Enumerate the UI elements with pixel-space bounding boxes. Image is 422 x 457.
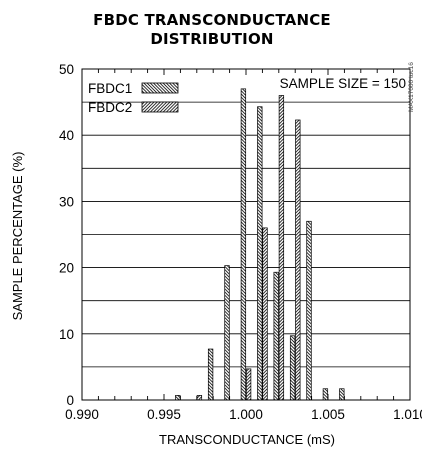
bar-fbdc1-0.998	[207, 348, 214, 401]
legend-label-fbdc1: FBDC1	[88, 81, 132, 96]
axis-ticks	[81, 69, 411, 400]
y-tick-label: 20	[59, 261, 74, 276]
bar-fbdc1-0.996	[175, 395, 181, 401]
bar-fbdc1-1.006	[339, 388, 345, 401]
y-tick-label: 40	[59, 128, 74, 143]
bar-fbdc2-1.003	[295, 119, 301, 401]
x-tick-label: 0.990	[65, 407, 99, 422]
legend-swatch-fbdc1	[141, 82, 179, 94]
bar-fbdc1-1.003	[289, 335, 296, 401]
x-axis-label: TRANSCONDUCTANCE (mS)	[159, 432, 335, 447]
bar-fbdc2-0.997	[196, 395, 203, 401]
bar-fbdc1-1.001	[257, 106, 263, 401]
bar-fbdc1-1.005	[322, 388, 329, 401]
chart-title-line-2: DISTRIBUTION	[150, 30, 273, 48]
x-tick-label: 1.000	[229, 407, 263, 422]
y-tick-label: 30	[59, 194, 74, 209]
legend-label-fbdc2: FBDC2	[88, 100, 132, 115]
bar-fbdc1-1.004	[306, 220, 312, 401]
tick-labels: 0.990 0.995 1.000 1.005 1.010 0 10 20 30 40 50	[59, 62, 422, 422]
legend-swatch-fbdc2	[141, 101, 179, 113]
bar-fbdc2-1.000	[245, 368, 252, 401]
bar-fbdc2-1.002	[278, 95, 285, 401]
x-tick-label: 0.995	[147, 407, 181, 422]
bar-fbdc1-0.999	[224, 265, 230, 401]
y-tick-label: 0	[66, 393, 74, 408]
bar-fbdc1-1.002	[273, 271, 279, 401]
sample-size-annotation: SAMPLE SIZE = 150	[280, 76, 406, 91]
bar-fbdc1-1.000	[240, 88, 247, 401]
y-axis-label: SAMPLE PERCENTAGE (%)	[10, 152, 25, 321]
x-tick-label: 1.010	[393, 407, 422, 422]
chart-title-line-1: FBDC TRANSCONDUCTANCE	[93, 11, 331, 29]
x-tick-label: 1.005	[311, 407, 345, 422]
y-tick-label: 50	[59, 62, 74, 77]
legend: FBDC1 FBDC2	[88, 81, 179, 115]
side-code-label: MAX17000 toc16	[408, 62, 415, 112]
bar-fbdc2-1.001	[262, 227, 268, 401]
y-tick-label: 10	[59, 327, 74, 342]
